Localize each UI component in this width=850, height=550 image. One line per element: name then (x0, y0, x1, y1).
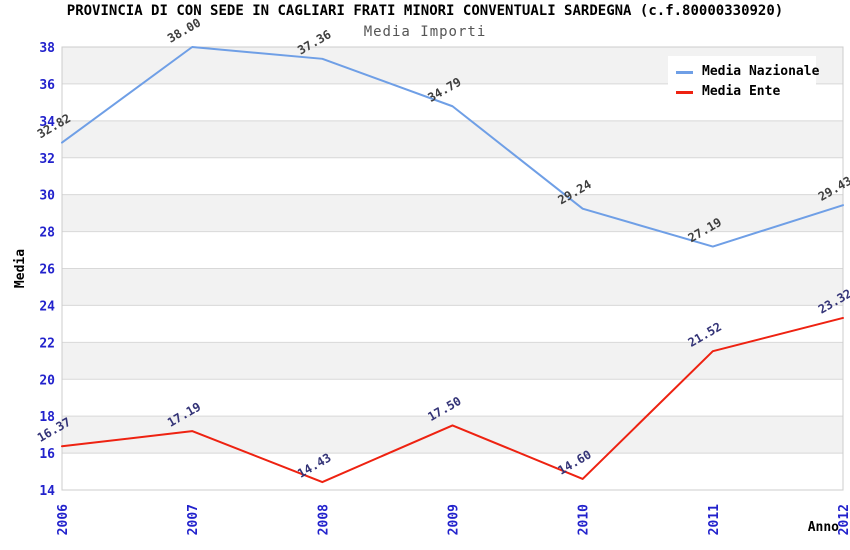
legend: Media Nazionale Media Ente (668, 56, 819, 108)
y-tick-label: 16 (39, 447, 55, 462)
plot-band (62, 194, 843, 232)
plot-band (62, 416, 843, 454)
plot-band (62, 379, 843, 417)
plot-border (61, 46, 844, 491)
x-tick-label: 2012 (837, 504, 850, 535)
plot-band (62, 157, 843, 195)
y-tick-label: 14 (39, 484, 55, 499)
y-tick-label: 28 (39, 226, 55, 241)
legend-item-media-nazionale: Media Nazionale (676, 62, 819, 82)
y-tick-label: 18 (39, 410, 55, 425)
y-tick-label: 30 (39, 189, 55, 204)
legend-swatch-media-nazionale-icon (676, 70, 693, 74)
plot-band (62, 268, 843, 306)
x-tick-label: 2006 (56, 504, 71, 535)
legend-item-media-ente: Media Ente (676, 82, 812, 102)
x-tick-label: 2009 (447, 504, 462, 535)
y-tick-label: 36 (39, 78, 55, 93)
y-axis-title: Media (13, 249, 28, 288)
legend-swatch-media-ente-icon (676, 90, 693, 94)
x-tick-label: 2011 (707, 504, 722, 535)
chart-subtitle: Media Importi (363, 24, 487, 40)
y-tick-label: 24 (39, 299, 55, 314)
y-tick-label: 38 (39, 41, 55, 56)
series-line-media-ente (61, 316, 844, 484)
y-tick-label: 20 (39, 373, 55, 388)
series-line-media-nazionale (61, 46, 844, 248)
x-tick-label: 2007 (186, 504, 201, 535)
y-tick-label: 34 (39, 115, 55, 130)
plot-band (62, 305, 843, 343)
y-tick-label: 26 (39, 263, 55, 278)
legend-label-media-nazionale: Media Nazionale (702, 64, 820, 79)
x-tick-label: 2010 (577, 504, 592, 535)
plot-band (62, 453, 843, 490)
y-tick-label: 32 (39, 152, 55, 167)
x-tick-label: 2008 (316, 504, 331, 535)
chart-title: PROVINCIA DI CON SEDE IN CAGLIARI FRATI … (66, 3, 784, 19)
y-tick-label: 22 (39, 336, 55, 351)
legend-label-media-ente: Media Ente (702, 84, 781, 99)
plot-band (62, 231, 843, 269)
x-axis-title: Anno (808, 520, 839, 535)
plot-band (62, 342, 843, 380)
plot-band (62, 120, 843, 158)
